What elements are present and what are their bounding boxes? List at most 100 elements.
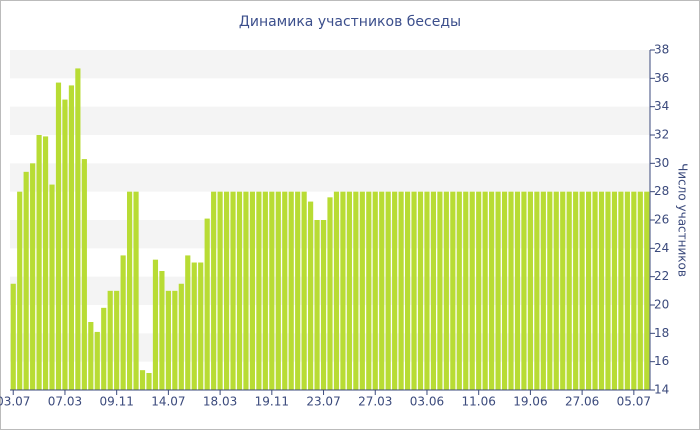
bar — [404, 191, 411, 390]
y-tick-label: 34 — [654, 99, 669, 113]
y-tick-label: 20 — [654, 298, 669, 312]
bar — [566, 191, 572, 390]
bar — [359, 191, 365, 390]
bar — [534, 191, 540, 390]
bar — [598, 191, 605, 390]
x-tick-label: 18.03 — [203, 395, 237, 409]
bar — [114, 290, 120, 390]
bar — [139, 370, 146, 390]
bar — [372, 191, 378, 390]
bar — [204, 218, 210, 390]
y-tick-label: 22 — [654, 269, 669, 283]
bar — [269, 191, 275, 390]
bar — [392, 191, 398, 390]
bar — [417, 191, 424, 390]
x-tick-label: 27.03 — [358, 395, 392, 409]
bar — [223, 191, 230, 390]
x-tick-label: 05.07 — [617, 395, 651, 409]
y-tick-label: 30 — [654, 156, 669, 170]
bar — [631, 191, 637, 390]
bar — [314, 220, 320, 390]
bar — [55, 82, 62, 390]
bar — [127, 191, 133, 390]
bar — [456, 191, 462, 390]
bar — [540, 191, 546, 390]
x-tick-label: 03.07 — [0, 395, 30, 409]
grid-band — [10, 50, 650, 79]
bar — [49, 184, 55, 390]
x-tick-label: 19.06 — [513, 395, 547, 409]
bar — [308, 201, 314, 390]
bar — [146, 373, 152, 390]
y-tick-label: 36 — [654, 71, 669, 85]
x-tick-label: 14.07 — [151, 395, 185, 409]
x-tick-label: 19.11 — [255, 395, 289, 409]
bar — [94, 331, 100, 390]
bar — [42, 136, 49, 390]
bar — [340, 191, 346, 390]
bar — [236, 191, 243, 390]
bar — [120, 255, 126, 390]
y-tick-label: 32 — [654, 128, 669, 142]
bar — [262, 191, 268, 390]
bar — [514, 191, 521, 390]
bar — [75, 68, 81, 391]
bar — [17, 191, 23, 390]
bar — [30, 163, 36, 390]
bar — [424, 191, 430, 390]
bar — [385, 191, 391, 390]
bar — [573, 191, 579, 390]
bar — [327, 197, 333, 390]
y-tick-label: 26 — [654, 213, 669, 227]
y-tick-label: 14 — [654, 383, 669, 397]
bar — [463, 191, 469, 390]
bar — [295, 191, 301, 390]
x-tick-label: 07.03 — [48, 395, 82, 409]
bar — [320, 220, 327, 390]
y-axis-label: Число участников — [676, 163, 690, 277]
bar — [553, 191, 559, 390]
bar — [508, 191, 514, 390]
bar — [152, 259, 159, 390]
x-tick-label: 23.07 — [306, 395, 340, 409]
bar — [489, 191, 495, 390]
bar — [301, 191, 307, 390]
bar — [230, 191, 236, 390]
bar — [501, 191, 508, 390]
bar — [353, 191, 359, 390]
bar — [23, 171, 29, 390]
bar — [10, 283, 16, 390]
x-tick-label: 11.06 — [462, 395, 496, 409]
bar — [165, 290, 171, 390]
bar — [198, 262, 204, 390]
bar — [611, 191, 618, 390]
bar — [411, 191, 417, 390]
y-tick-label: 24 — [654, 241, 669, 255]
bar — [249, 191, 256, 390]
bar — [560, 191, 566, 390]
bar — [68, 85, 74, 391]
bar — [624, 191, 630, 390]
bar — [482, 191, 488, 390]
bar — [88, 322, 94, 390]
chart-title: Динамика участников беседы — [239, 14, 461, 30]
grid-band — [10, 106, 650, 135]
bar — [256, 191, 262, 390]
bar — [101, 307, 107, 390]
bar — [443, 191, 449, 390]
bar — [282, 191, 288, 390]
bar — [288, 191, 294, 390]
bar — [637, 191, 643, 390]
bar — [618, 191, 624, 390]
bar — [107, 290, 113, 390]
bar — [495, 191, 501, 390]
bar — [379, 191, 385, 390]
bar — [191, 262, 197, 390]
bar — [605, 191, 611, 390]
bar — [185, 255, 191, 390]
bar — [398, 191, 404, 390]
bar — [172, 290, 178, 390]
bar — [644, 191, 650, 390]
bar — [81, 159, 87, 390]
